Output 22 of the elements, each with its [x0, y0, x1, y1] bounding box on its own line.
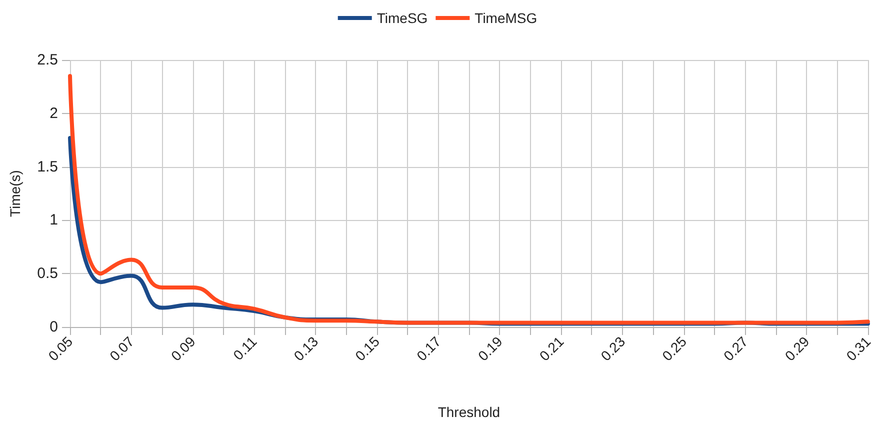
y-tick-label: 2	[50, 104, 58, 122]
y-tick-label: 0.5	[37, 265, 58, 282]
x-axis-title: Threshold	[438, 404, 500, 420]
x-tick-label: 0.15	[352, 333, 383, 364]
x-tick-label: 0.19	[474, 333, 506, 364]
x-tick-label: 0.21	[536, 333, 567, 364]
legend-label: TimeMSG	[474, 10, 538, 26]
y-axis-title: Time(s)	[7, 170, 23, 217]
x-tick-label: 0.23	[598, 333, 628, 364]
y-tick-label: 0	[50, 318, 58, 336]
y-tick-label: 1	[50, 212, 58, 229]
y-tick-label: 1.5	[37, 158, 58, 176]
line-series	[68, 74, 870, 325]
x-tick-label: 0.05	[45, 333, 76, 364]
y-tick-label: 2.5	[37, 52, 58, 68]
x-tick-label: 0.29	[782, 333, 812, 364]
x-tick-label: 0.13	[290, 333, 322, 364]
legend-label: TimeSG	[376, 10, 428, 26]
x-tick-label: 0.09	[168, 333, 199, 364]
x-tick-label: 0.11	[230, 333, 260, 364]
x-tick-label: 0.31	[843, 333, 874, 364]
x-tick-label: 0.25	[658, 333, 690, 364]
